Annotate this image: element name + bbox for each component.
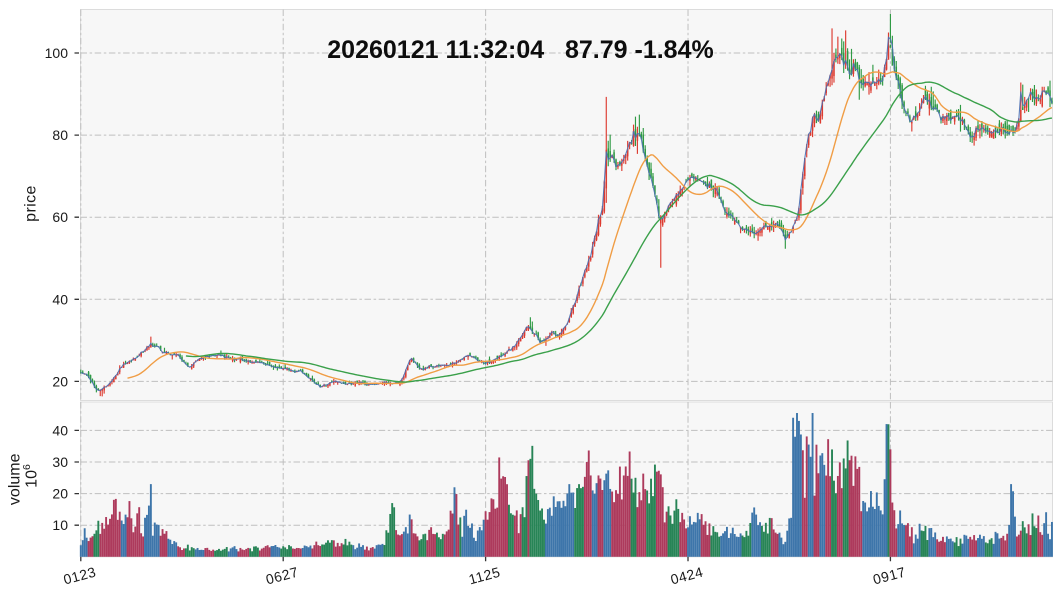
svg-text:80: 80 [52,127,68,143]
svg-text:60: 60 [52,209,68,225]
svg-text:20: 20 [52,486,68,502]
svg-text:20: 20 [52,373,68,389]
svg-text:40: 40 [52,291,68,307]
svg-text:30: 30 [52,454,68,470]
svg-text:100: 100 [45,45,69,61]
svg-text:40: 40 [52,422,68,438]
svg-text:10: 10 [52,517,68,533]
svg-text:price: price [23,185,40,222]
svg-text:volume: volume [7,453,24,505]
svg-text:20260121 11:32:04 87.79 -1.8: 20260121 11:32:04 87.79 -1.84% [327,36,713,64]
